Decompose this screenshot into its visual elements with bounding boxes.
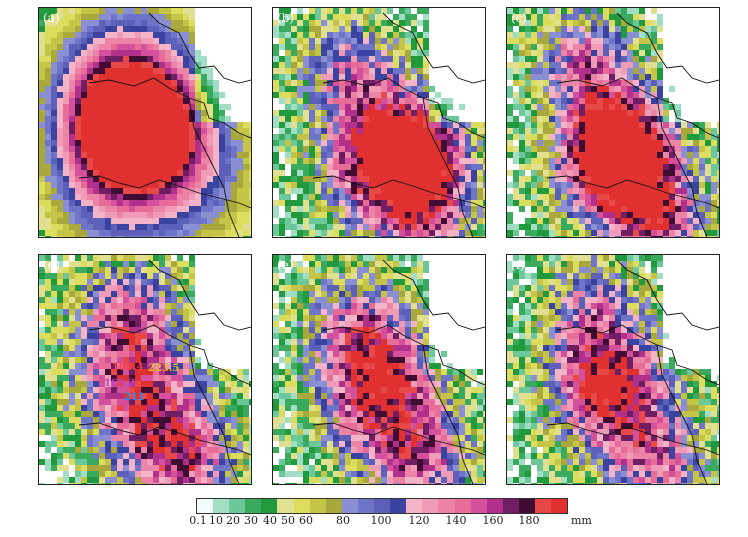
colorbar-tick-label: 80 [336, 514, 350, 527]
boundary-line [616, 259, 719, 331]
panel-label: (e) [277, 258, 294, 272]
precip-map-c [507, 8, 719, 237]
precip-map-b [273, 8, 485, 237]
colorbar-tick-label: 10 [209, 514, 223, 527]
colorbar-swatch [229, 499, 246, 513]
colorbar-swatch [213, 499, 230, 513]
colorbar-tick-label: 60 [299, 514, 313, 527]
panel-d: (d) [38, 254, 252, 485]
colorbar-tick-label: 180 [518, 514, 540, 527]
colorbar-swatch [277, 499, 294, 513]
colorbar-swatch [309, 499, 326, 513]
colorbar-tick-label: 40 [263, 514, 277, 527]
station-annotation: 169.2 [104, 378, 136, 389]
boundary-line [422, 344, 474, 484]
boundary-line [188, 97, 240, 237]
colorbar-swatch [197, 499, 214, 513]
colorbar-swatch [454, 499, 471, 513]
colorbar-swatch [470, 499, 487, 513]
boundary-line [656, 97, 708, 237]
precip-field [39, 255, 251, 484]
colorbar-swatch [293, 499, 310, 513]
precip-field [39, 8, 251, 237]
colorbar-swatch [534, 499, 552, 513]
colorbar-swatch [406, 499, 423, 513]
colorbar-swatch [438, 499, 455, 513]
colorbar-tick-label: 120 [408, 514, 430, 527]
colorbar-swatch [518, 499, 535, 513]
precip-field [273, 8, 485, 237]
panel-label: (b) [277, 11, 295, 25]
boundary-line [382, 259, 485, 331]
colorbar-unit: mm [571, 514, 592, 527]
boundary-line [422, 97, 474, 237]
boundary-line [616, 12, 719, 84]
station-annotation: 211 [124, 392, 145, 403]
boundary-line [148, 259, 251, 331]
station-annotation: 180.4 [112, 362, 144, 373]
boundary-line [382, 12, 485, 84]
boundary-line [656, 344, 708, 484]
precip-field [507, 255, 719, 484]
colorbar-swatch [245, 499, 262, 513]
boundary-line [78, 175, 251, 209]
precip-map-e [273, 255, 485, 484]
colorbar-swatch [422, 499, 439, 513]
boundary-line [312, 422, 485, 456]
colorbar [196, 498, 568, 514]
colorbar-tick-label: 140 [445, 514, 467, 527]
boundary-line [546, 422, 719, 456]
colorbar-tick-label: 100 [370, 514, 392, 527]
panel-label: (a) [43, 11, 60, 25]
panel-e: (e) [272, 254, 486, 485]
precip-map-a [39, 8, 251, 237]
boundary-line [148, 12, 251, 84]
colorbar-tick-label: 0.1 [189, 514, 207, 527]
panel-label: (f) [511, 258, 525, 272]
colorbar-tick-label: 20 [226, 514, 240, 527]
colorbar-swatch [390, 499, 407, 513]
precip-map-f [507, 255, 719, 484]
panel-b: (b) [272, 7, 486, 238]
panel-label: (d) [43, 258, 61, 272]
colorbar-swatch [551, 499, 568, 513]
colorbar-tick-label: 30 [244, 514, 258, 527]
panel-c: (c) [506, 7, 720, 238]
colorbar-swatch [486, 499, 503, 513]
precip-field [507, 8, 719, 237]
precip-field [273, 255, 485, 484]
boundary-line [546, 175, 719, 209]
colorbar-swatch [502, 499, 519, 513]
colorbar-swatch [374, 499, 391, 513]
colorbar-swatch [261, 499, 278, 513]
colorbar-tick-label: 160 [482, 514, 504, 527]
colorbar-swatch [341, 499, 358, 513]
station-annotation: 223.5 [148, 363, 180, 374]
boundary-line [78, 422, 251, 456]
panel-f: (f) [506, 254, 720, 485]
precip-map-d [39, 255, 251, 484]
panel-a: (a) [38, 7, 252, 238]
colorbar-swatch [357, 499, 375, 513]
colorbar-swatch [325, 499, 342, 513]
boundary-line [188, 344, 240, 484]
colorbar-tick-label: 50 [281, 514, 295, 527]
panel-label: (c) [511, 11, 528, 25]
boundary-line [312, 175, 485, 209]
